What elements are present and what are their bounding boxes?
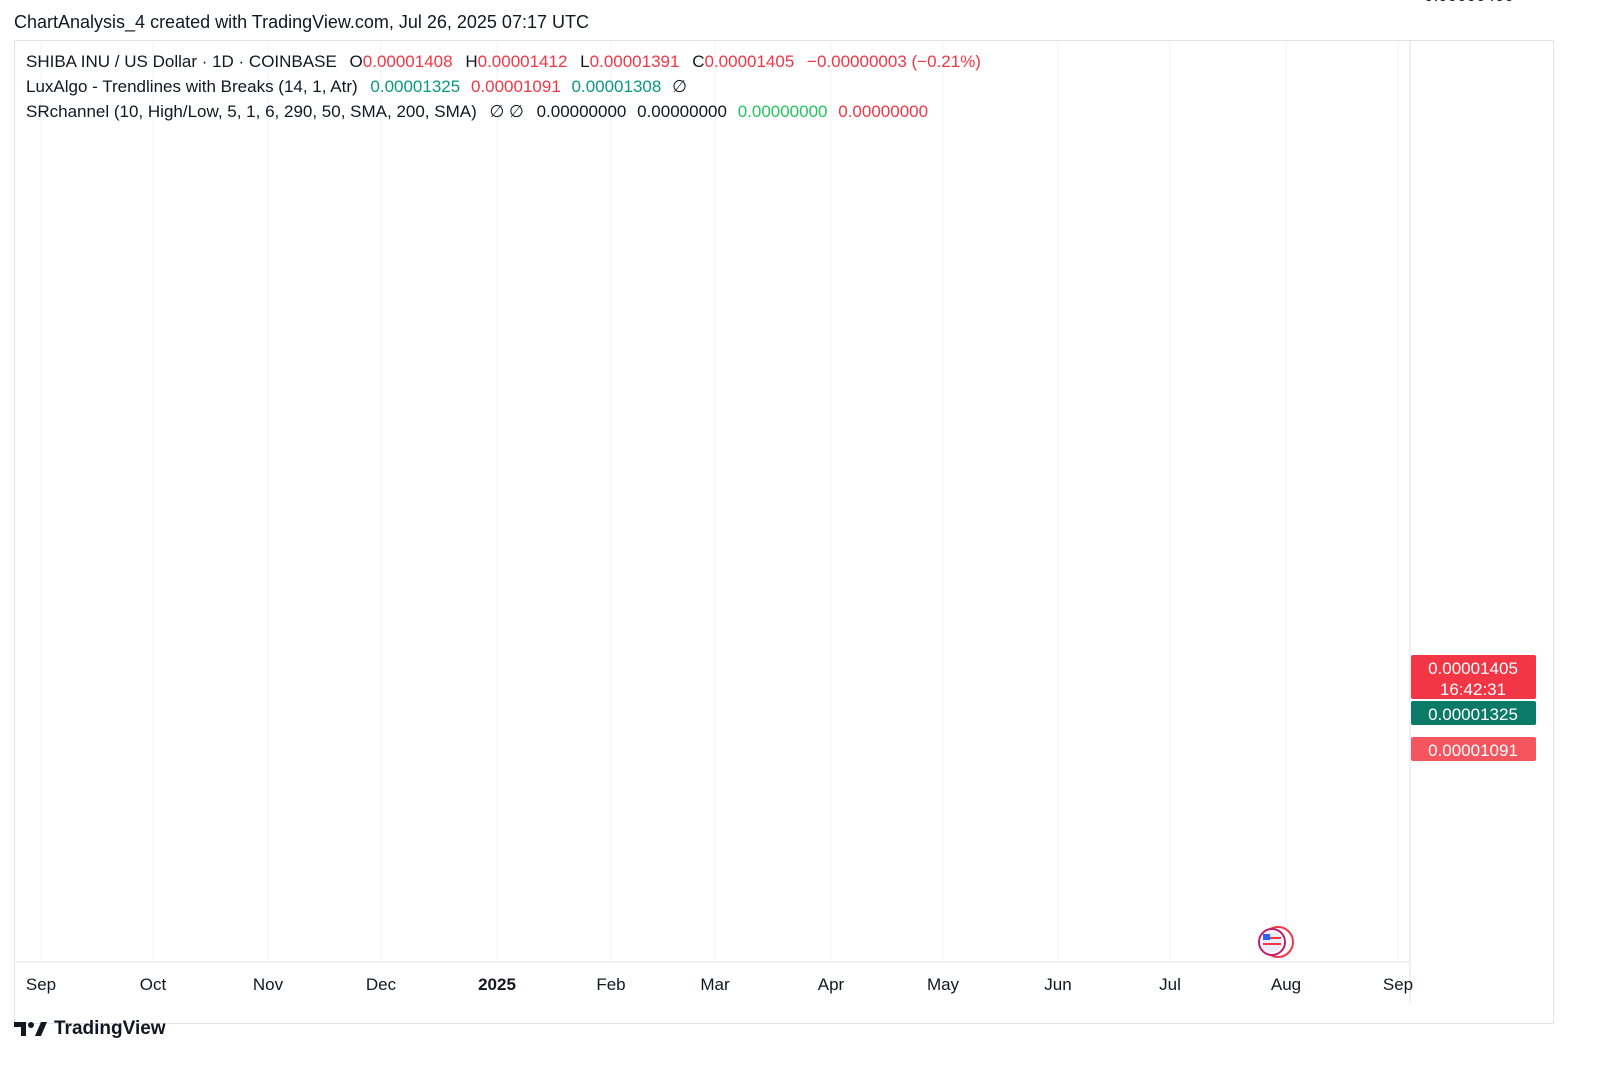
time-tick-label: Nov (253, 975, 284, 994)
open-value: 0.00001408 (362, 52, 453, 71)
trend-lower-tag-bg (1411, 737, 1536, 761)
price-tick-label: 0.00000400 (1424, 0, 1514, 5)
symbol-title[interactable]: SHIBA INU / US Dollar · 1D · COINBASE (26, 52, 337, 71)
time-tick-label: Aug (1271, 975, 1301, 994)
chart-frame[interactable] (14, 40, 1554, 1024)
trend-lower-tag-text: 0.00001091 (1428, 741, 1518, 760)
open-label: O (349, 52, 363, 71)
indicator-1-name[interactable]: LuxAlgo - Trendlines with Breaks (14, 1,… (26, 77, 358, 96)
price-tags: 0.00001405 16:42:31 0.00001325 0.00001091 (1411, 655, 1536, 761)
low-value: 0.00001391 (589, 52, 680, 71)
high-label: H (465, 52, 478, 71)
chart-header: ChartAnalysis_4 created with TradingView… (14, 12, 589, 32)
last-price-tag-text: 16:42:31 (1440, 680, 1506, 699)
time-tick-label: Dec (366, 975, 397, 994)
indicator-1-value-2: 0.00001091 (470, 77, 561, 96)
flag-stripe (1263, 937, 1281, 939)
indicator-2-name[interactable]: SRchannel (10, High/Low, 5, 1, 6, 290, 5… (26, 102, 477, 121)
time-tick-label: Mar (700, 975, 730, 994)
price-axis: 0.000038000.000036000.000034000.00003200… (1424, 0, 1514, 5)
time-tick-label: Sep (1383, 975, 1413, 994)
trend-upper-tag: 0.00001325 (1411, 701, 1536, 725)
time-tick-label: Feb (596, 975, 625, 994)
time-tick-label: 2025 (478, 975, 516, 994)
grid (40, 40, 1399, 962)
last-price-tag: 0.00001405 16:42:31 (1411, 655, 1536, 699)
legend-symbol-row[interactable]: SHIBA INU / US Dollar · 1D · COINBASE O0… (26, 52, 981, 72)
time-tick-label: Oct (140, 975, 167, 994)
last-price-tag-text: 0.00001405 (1428, 659, 1518, 678)
trend-upper-tag-text: 0.00001325 (1428, 705, 1518, 724)
indicator-2-value-3: 0.00000000 (737, 102, 828, 121)
tradingview-logo-icon (14, 1022, 47, 1036)
high-value: 0.00001412 (477, 52, 568, 71)
indicator-2-empty-icons: ∅ ∅ (489, 102, 524, 121)
time-tick-label: Jul (1159, 975, 1181, 994)
low-label: L (580, 52, 590, 71)
indicator-2-value-4: 0.00000000 (838, 102, 929, 121)
close-label: C (692, 52, 705, 71)
trend-upper-tag-bg (1411, 701, 1536, 725)
time-tick-label: Apr (818, 975, 845, 994)
legend-indicator-1[interactable]: LuxAlgo - Trendlines with Breaks (14, 1,… (26, 77, 687, 97)
economic-event-icon (1258, 926, 1294, 958)
flag-canton (1263, 934, 1270, 940)
tradingview-logo[interactable]: TradingView (14, 1018, 166, 1040)
indicator-1-value-3: 0.00001308 (571, 77, 662, 96)
legend-indicator-2[interactable]: SRchannel (10, High/Low, 5, 1, 6, 290, 5… (26, 102, 928, 122)
indicator-1-value-1: 0.00001325 (370, 77, 461, 96)
time-axis: Sep Oct Nov Dec 2025 Feb Mar Apr May Jun Jul Aug Sep (14, 40, 1413, 1003)
time-tick-label: Jun (1044, 975, 1071, 994)
change-value: −0.00000003 (−0.21%) (807, 52, 981, 71)
trend-lower-tag: 0.00001091 (1411, 737, 1536, 761)
indicator-2-value-2: 0.00000000 (637, 102, 727, 121)
last-price-tag-bg (1411, 655, 1536, 699)
time-tick-label: Sep (26, 975, 56, 994)
time-tick-label: May (927, 975, 960, 994)
flag-stripe (1263, 943, 1281, 945)
close-value: 0.00001405 (704, 52, 795, 71)
indicator-1-empty-icon: ∅ (672, 77, 687, 96)
indicator-2-value-1: 0.00000000 (536, 102, 627, 121)
brand-name: TradingView (54, 1018, 166, 1039)
